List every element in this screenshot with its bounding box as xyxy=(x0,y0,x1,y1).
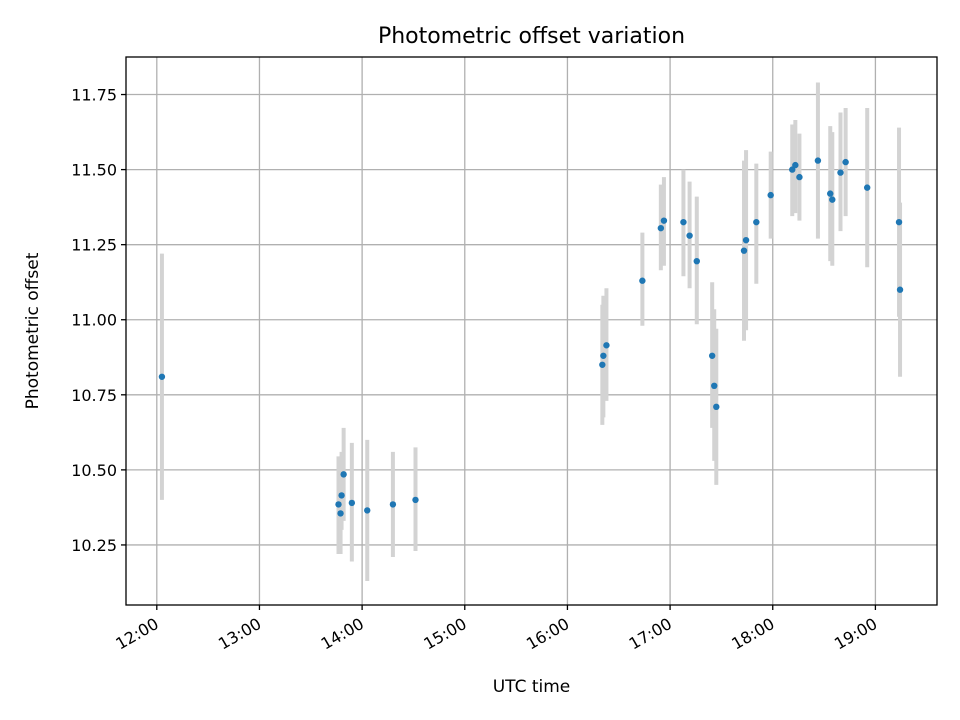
y-tick-label: 11.50 xyxy=(71,161,117,180)
data-point xyxy=(603,342,610,349)
data-point xyxy=(796,173,803,181)
chart-title: Photometric offset variation xyxy=(378,24,685,49)
data-point xyxy=(639,277,646,284)
data-point xyxy=(740,247,748,254)
data-point xyxy=(837,169,844,176)
data-point xyxy=(792,161,799,169)
y-tick-label: 10.75 xyxy=(71,386,117,405)
data-point xyxy=(680,218,687,226)
data-point xyxy=(827,190,834,197)
data-point xyxy=(389,501,397,508)
data-points xyxy=(158,157,904,517)
data-point xyxy=(600,352,607,359)
data-point xyxy=(711,382,718,389)
grid xyxy=(126,57,937,605)
data-point xyxy=(863,184,871,191)
data-point xyxy=(767,191,774,199)
data-point xyxy=(340,471,347,478)
data-point xyxy=(895,218,903,226)
data-point xyxy=(348,499,356,507)
data-point xyxy=(693,257,700,265)
data-point xyxy=(842,158,849,166)
data-point xyxy=(335,501,342,508)
data-point xyxy=(686,232,693,239)
data-point xyxy=(753,218,760,226)
data-point xyxy=(599,361,606,368)
data-point xyxy=(829,196,836,203)
data-point xyxy=(364,507,371,514)
data-point xyxy=(742,236,750,244)
data-point xyxy=(412,496,419,504)
data-point xyxy=(789,166,796,173)
data-point xyxy=(708,352,716,359)
y-tick-label: 11.25 xyxy=(71,236,117,255)
x-axis-label: UTC time xyxy=(493,677,571,697)
y-tick-label: 11.00 xyxy=(71,311,117,330)
data-point xyxy=(660,217,668,224)
data-point xyxy=(896,286,904,293)
data-point xyxy=(814,157,822,164)
data-point xyxy=(337,510,344,517)
data-point xyxy=(158,373,166,380)
plot-frame xyxy=(125,56,938,606)
y-tick-label: 11.75 xyxy=(71,86,117,105)
y-tick-label: 10.25 xyxy=(71,536,117,555)
y-tick-label: 10.50 xyxy=(71,461,117,480)
data-point xyxy=(657,224,665,232)
data-point xyxy=(338,492,345,499)
data-point xyxy=(713,403,720,411)
y-axis-label: Photometric offset xyxy=(23,252,43,409)
